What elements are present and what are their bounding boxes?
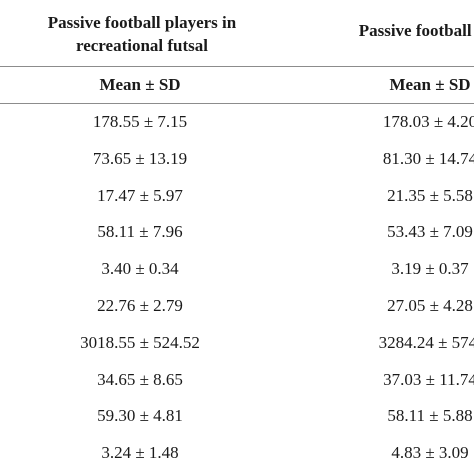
sub-header-divider	[0, 103, 474, 104]
table-cell-mean-sd: 37.03 ± 11.74	[383, 369, 474, 389]
table-cell-mean-sd: 4.83 ± 3.09	[391, 443, 469, 463]
group-header-recreational-futsal: Passive football players in recreational…	[12, 11, 272, 57]
table-cell-mean-sd: 22.76 ± 2.79	[97, 296, 183, 315]
header-divider	[0, 66, 474, 67]
table-row: 3018.55 ± 524.52 3284.24 ± 574.	[0, 325, 474, 361]
group-header-row: Passive football players in recreational…	[0, 0, 474, 66]
sub-header-mean-sd-1: Mean ± SD	[99, 75, 181, 94]
table-row: 3.40 ± 0.34 3.19 ± 0.37	[0, 251, 474, 287]
sub-header-row: Mean ± SD Mean ± SD	[0, 67, 474, 103]
table-row: 3.24 ± 1.48 4.83 ± 3.09	[0, 435, 474, 471]
table-cell-mean-sd: 178.55 ± 7.15	[92, 112, 188, 131]
table-cell-mean-sd: 73.65 ± 13.19	[92, 148, 188, 168]
group-header-passive-football: Passive football p	[292, 19, 474, 42]
table-row: 58.11 ± 7.96 53.43 ± 7.09	[0, 214, 474, 250]
table-cell-mean-sd: 58.11 ± 5.88	[387, 406, 473, 426]
sub-header-mean-sd-2: Mean ± SD	[389, 75, 471, 94]
table-cell-mean-sd: 27.05 ± 4.28	[387, 296, 473, 315]
table-cell-mean-sd: 3.40 ± 0.34	[101, 259, 179, 279]
table-cell-mean-sd: 21.35 ± 5.58	[387, 185, 473, 205]
table-row: 178.55 ± 7.15 178.03 ± 4.20	[0, 104, 474, 140]
table-row: 73.65 ± 13.19 81.30 ± 14.74	[0, 141, 474, 177]
table-cell-mean-sd: 34.65 ± 8.65	[97, 369, 183, 389]
table-row: 59.30 ± 4.81 58.11 ± 5.88	[0, 398, 474, 434]
table-row: 34.65 ± 8.65 37.03 ± 11.74	[0, 362, 474, 398]
table-row: 17.47 ± 5.97 21.35 ± 5.58	[0, 178, 474, 214]
table-cell-mean-sd: 17.47 ± 5.97	[97, 185, 183, 205]
table-cell-mean-sd: 59.30 ± 4.81	[97, 406, 183, 426]
table-cell-mean-sd: 81.30 ± 14.74	[382, 148, 474, 168]
group-header-line: Passive football players in recreational…	[47, 13, 237, 55]
table-cell-mean-sd: 3018.55 ± 524.52	[80, 332, 200, 352]
table-row: 22.76 ± 2.79 27.05 ± 4.28	[0, 288, 474, 324]
table-cell-mean-sd: 58.11 ± 7.96	[97, 222, 183, 242]
table-cell-mean-sd: 3.24 ± 1.48	[101, 443, 179, 463]
table-cell-mean-sd: 3.19 ± 0.37	[391, 259, 469, 279]
table-cell-mean-sd: 53.43 ± 7.09	[387, 222, 473, 242]
table-cell-mean-sd: 3284.24 ± 574.	[378, 332, 474, 352]
group-header-line: Passive football p	[358, 21, 474, 40]
table-cell-mean-sd: 178.03 ± 4.20	[382, 112, 474, 131]
